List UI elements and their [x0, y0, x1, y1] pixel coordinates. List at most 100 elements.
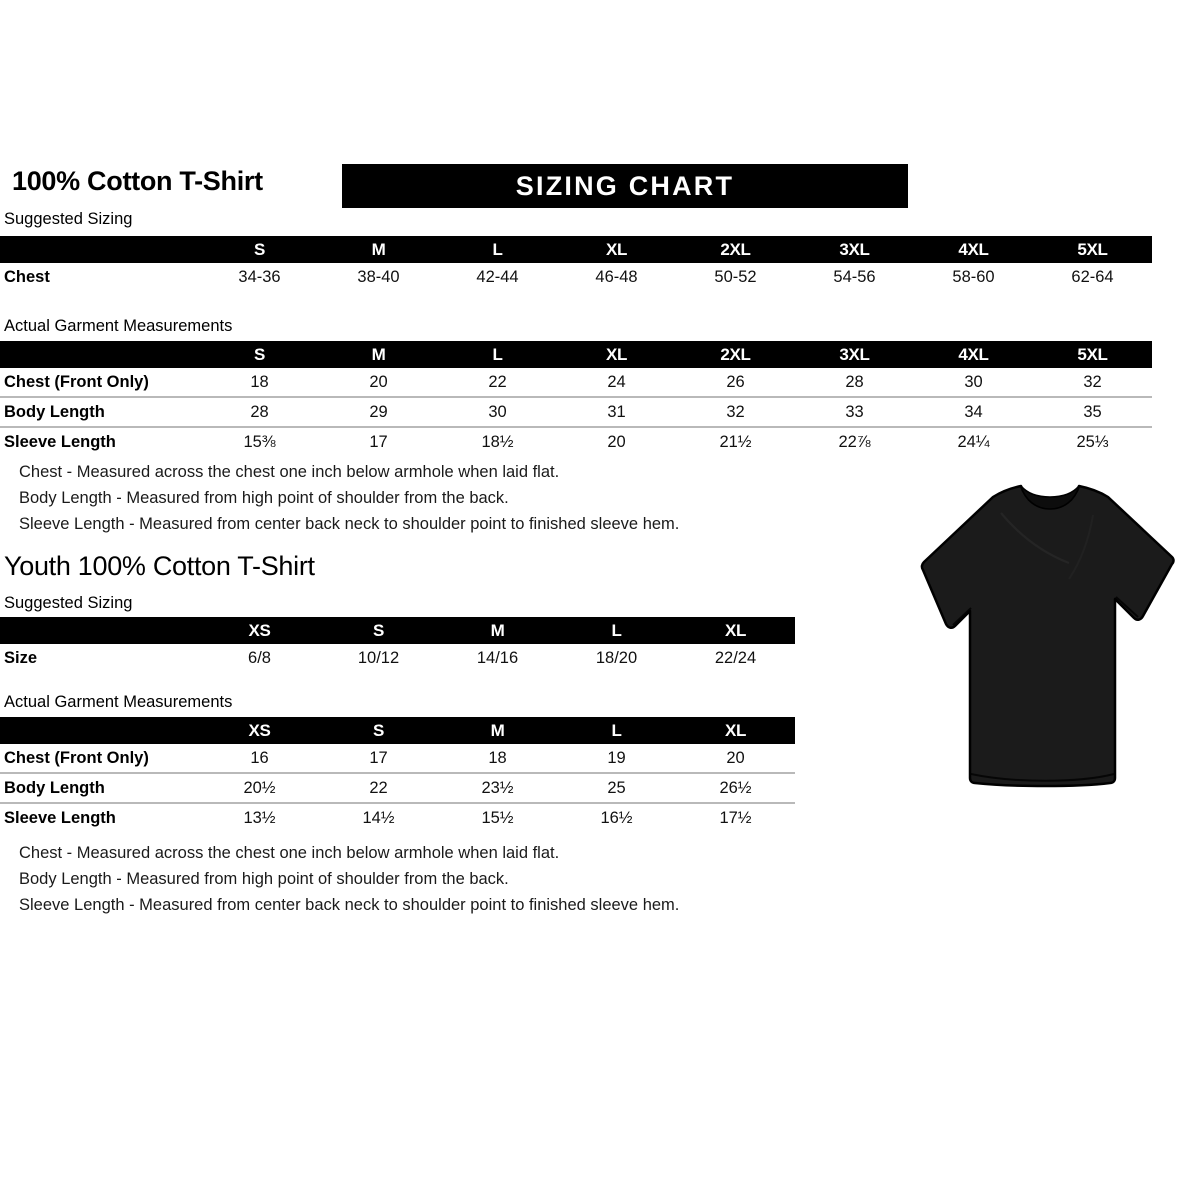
cell-bodylength-4xl: 34 [914, 396, 1033, 427]
cell-bodylength-3xl: 33 [795, 396, 914, 427]
note-body-length: Body Length - Measured from high point o… [19, 489, 509, 507]
adult-suggested-sizing-caption: Suggested Sizing [4, 210, 133, 228]
column-header-xl: XL [605, 239, 628, 259]
cell-bodylength-s: 28 [200, 396, 319, 427]
table-row: Sleeve Length 13½ 14½ 15½ 16½ 17½ [0, 802, 795, 832]
sizing-chart-banner-label: SIZING CHART [515, 171, 735, 201]
table-row: Body Length 20½ 22 23½ 25 26½ [0, 772, 795, 803]
table-row: Chest 34-36 38-40 42-44 46-48 50-52 54-5… [0, 263, 1152, 291]
cell-bodylength-xs: 20½ [200, 772, 319, 803]
column-header-m: M [371, 239, 386, 259]
table-header-row: XS S M L XL [0, 617, 795, 644]
cell-bodylength-5xl: 35 [1033, 396, 1152, 427]
page-title: 100% Cotton T-Shirt [12, 166, 263, 196]
cell-chestfront-m: 18 [488, 748, 507, 767]
youth-suggested-sizing-table: XS S M L XL Size 6/8 10/12 14/16 18/20 2… [0, 617, 795, 672]
column-header-l: L [492, 344, 503, 364]
table-header-row: S M L XL 2XL 3XL 4XL 5XL [0, 236, 1152, 263]
cell-chestfront-l: 19 [607, 748, 626, 767]
cell-chestfront-s: 18 [250, 372, 269, 391]
column-header-rowlabel [0, 617, 200, 644]
cell-chest-l: 42-44 [476, 267, 519, 286]
cell-sleevelength-xl: 20 [557, 426, 676, 456]
table-row: Body Length 28 29 30 31 32 33 34 35 [0, 396, 1152, 427]
table-header-row: XS S M L XL [0, 717, 795, 744]
column-header-xl: XL [605, 344, 628, 364]
column-header-s: S [372, 620, 385, 640]
page-header: 100% Cotton T-Shirt SIZING CHART [8, 164, 1192, 212]
column-header-rowlabel [0, 341, 200, 368]
adult-garment-measurements-table: S M L XL 2XL 3XL 4XL 5XL Chest (Front On… [0, 341, 1152, 456]
column-header-l: L [611, 720, 622, 740]
cell-size-xs: 6/8 [248, 648, 271, 667]
column-header-rowlabel [0, 236, 200, 263]
column-header-2xl: 2XL [720, 239, 751, 259]
column-header-m: M [490, 720, 505, 740]
column-header-4xl: 4XL [958, 239, 989, 259]
column-header-s: S [372, 720, 385, 740]
column-header-rowlabel [0, 717, 200, 744]
column-header-s: S [253, 344, 266, 364]
cell-sleevelength-xs: 13½ [200, 802, 319, 832]
youth-garment-measurements-table: XS S M L XL Chest (Front Only) 16 17 18 … [0, 717, 795, 832]
row-label-body-length: Body Length [0, 396, 200, 427]
table-row: Size 6/8 10/12 14/16 18/20 22/24 [0, 644, 795, 672]
cell-bodylength-xl: 31 [557, 396, 676, 427]
row-label-chest-front-only: Chest (Front Only) [4, 748, 149, 767]
note-chest: Chest - Measured across the chest one in… [19, 844, 560, 862]
cell-size-xl: 22/24 [714, 648, 757, 667]
column-header-5xl: 5XL [1077, 344, 1108, 364]
youth-suggested-sizing-caption: Suggested Sizing [4, 594, 133, 612]
cell-chestfront-xl: 20 [726, 748, 745, 767]
row-label-chest-front-only: Chest (Front Only) [4, 372, 149, 391]
cell-bodylength-l: 25 [557, 772, 676, 803]
adult-garment-measurements-caption: Actual Garment Measurements [4, 317, 233, 335]
cell-bodylength-s: 22 [319, 772, 438, 803]
cell-chestfront-xs: 16 [250, 748, 269, 767]
column-header-xs: XS [248, 720, 271, 740]
cell-bodylength-m: 23½ [438, 772, 557, 803]
cell-sleevelength-m: 17 [319, 426, 438, 456]
youth-measurement-notes: Chest - Measured across the chest one in… [19, 840, 679, 918]
cell-sleevelength-s: 14½ [319, 802, 438, 832]
cell-chestfront-l: 22 [488, 372, 507, 391]
note-chest: Chest - Measured across the chest one in… [19, 463, 560, 481]
cell-chestfront-3xl: 28 [845, 372, 864, 391]
column-header-4xl: 4XL [958, 344, 989, 364]
cell-sleevelength-3xl: 22⅞ [795, 426, 914, 456]
row-label-size: Size [4, 648, 38, 667]
cell-chestfront-s: 17 [369, 748, 388, 767]
note-sleeve-length: Sleeve Length - Measured from center bac… [19, 515, 680, 533]
youth-section-title: Youth 100% Cotton T-Shirt [4, 551, 315, 581]
column-header-s: S [253, 239, 266, 259]
cell-chestfront-4xl: 30 [964, 372, 983, 391]
note-sleeve-length: Sleeve Length - Measured from center bac… [19, 896, 680, 914]
cell-chestfront-2xl: 26 [726, 372, 745, 391]
cell-size-m: 14/16 [476, 648, 519, 667]
cell-chest-m: 38-40 [357, 267, 400, 286]
cell-chest-s: 34-36 [238, 267, 281, 286]
cell-chestfront-xl: 24 [607, 372, 626, 391]
cell-sleevelength-xl: 17½ [676, 802, 795, 832]
product-image-black-tshirt [893, 475, 1181, 805]
row-label-sleeve-length: Sleeve Length [0, 426, 200, 456]
cell-bodylength-l: 30 [438, 396, 557, 427]
column-header-3xl: 3XL [839, 239, 870, 259]
column-header-xl: XL [724, 620, 747, 640]
adult-measurement-notes: Chest - Measured across the chest one in… [19, 459, 679, 537]
cell-sleevelength-l: 18½ [438, 426, 557, 456]
cell-sleevelength-l: 16½ [557, 802, 676, 832]
cell-size-l: 18/20 [595, 648, 638, 667]
cell-sleevelength-4xl: 24¼ [914, 426, 1033, 456]
cell-chestfront-5xl: 32 [1083, 372, 1102, 391]
column-header-xs: XS [248, 620, 271, 640]
cell-bodylength-2xl: 32 [676, 396, 795, 427]
adult-suggested-sizing-table: S M L XL 2XL 3XL 4XL 5XL Chest 34-36 38-… [0, 236, 1152, 291]
column-header-2xl: 2XL [720, 344, 751, 364]
cell-sleevelength-2xl: 21½ [676, 426, 795, 456]
row-label-chest: Chest [4, 267, 50, 286]
column-header-3xl: 3XL [839, 344, 870, 364]
row-label-body-length: Body Length [0, 772, 200, 803]
cell-bodylength-xl: 26½ [676, 772, 795, 803]
